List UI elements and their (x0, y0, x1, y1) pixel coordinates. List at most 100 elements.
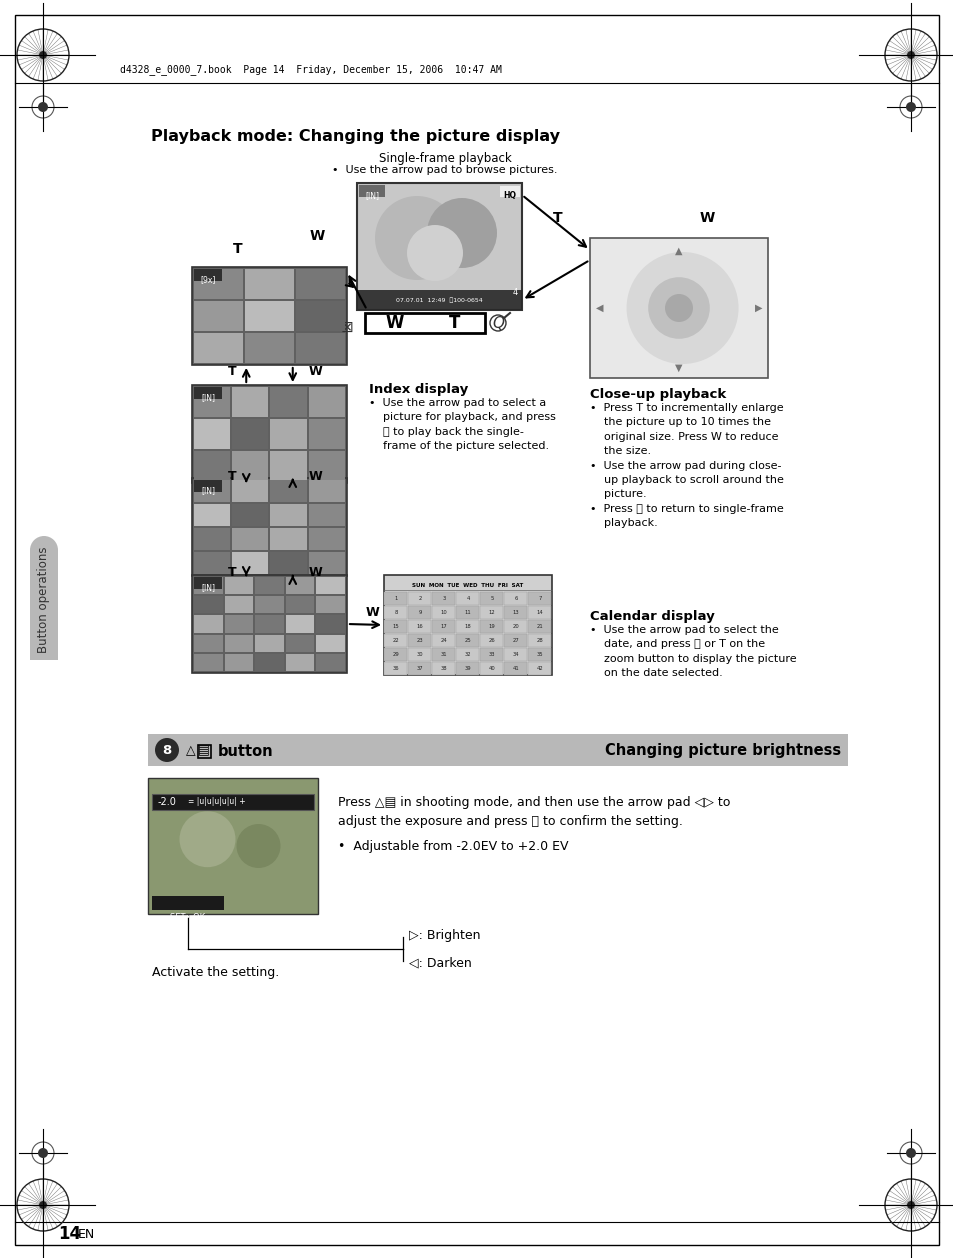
Bar (480, 591, 503, 605)
Bar (480, 662, 503, 674)
Circle shape (626, 252, 738, 364)
Bar (232, 452, 268, 481)
Bar (271, 528, 307, 550)
Text: [IN]: [IN] (201, 392, 214, 403)
Text: 22: 22 (393, 638, 399, 643)
Text: [9x]: [9x] (200, 276, 215, 284)
Text: = |u|u|u|u|u| +: = |u|u|u|u|u| + (188, 798, 245, 806)
Bar (286, 634, 314, 652)
Bar (384, 662, 407, 674)
Text: T: T (553, 211, 562, 225)
Text: 21: 21 (536, 624, 543, 629)
Text: 31: 31 (440, 652, 447, 657)
Text: 20: 20 (512, 624, 518, 629)
Circle shape (427, 198, 497, 268)
Bar (295, 333, 345, 364)
Bar (504, 662, 527, 674)
Bar (384, 634, 407, 647)
Bar (309, 552, 345, 574)
Bar (193, 528, 230, 550)
Bar (224, 596, 253, 614)
Bar (528, 648, 551, 660)
Bar (358, 185, 385, 198)
Bar (192, 267, 347, 365)
Text: 40: 40 (488, 665, 495, 671)
Bar (193, 269, 222, 281)
Text: 33: 33 (488, 652, 495, 657)
Bar (384, 575, 552, 676)
Bar (245, 301, 294, 331)
Text: W: W (308, 470, 322, 483)
Text: 18: 18 (464, 624, 471, 629)
Text: Calendar display: Calendar display (589, 610, 714, 623)
Bar (316, 596, 345, 614)
Bar (193, 452, 230, 481)
Bar (193, 387, 230, 416)
Text: 4: 4 (512, 288, 517, 297)
Text: -2.0: -2.0 (158, 798, 176, 806)
Bar (286, 596, 314, 614)
Bar (295, 301, 345, 331)
Circle shape (906, 52, 914, 59)
Bar (255, 596, 283, 614)
Text: 07.07.01  12:49  ⎕100-0654: 07.07.01 12:49 ⎕100-0654 (395, 297, 482, 303)
Bar (245, 333, 294, 364)
Bar (193, 387, 222, 399)
Bar (148, 733, 847, 766)
Bar (408, 619, 431, 633)
Text: Playback mode: Changing the picture display: Playback mode: Changing the picture disp… (151, 130, 559, 143)
Text: T: T (227, 566, 235, 579)
Text: Single-frame playback: Single-frame playback (378, 152, 511, 165)
Bar (432, 605, 455, 619)
Circle shape (905, 1149, 915, 1159)
Circle shape (664, 294, 692, 322)
Bar (271, 552, 307, 574)
Bar (192, 575, 347, 673)
Bar (504, 605, 527, 619)
Text: 37: 37 (416, 665, 423, 671)
Text: ▤: ▤ (198, 745, 210, 757)
Text: [IN]: [IN] (201, 582, 214, 593)
Text: W: W (308, 365, 322, 377)
Bar (192, 385, 347, 483)
Bar (432, 619, 455, 633)
Bar (224, 615, 253, 633)
Bar (480, 648, 503, 660)
Bar (232, 481, 268, 502)
Circle shape (905, 102, 915, 112)
Bar (309, 452, 345, 481)
Bar (384, 605, 407, 619)
Text: ▲: ▲ (675, 247, 682, 255)
Bar (193, 615, 222, 633)
Text: •  Adjustable from -2.0EV to +2.0 EV: • Adjustable from -2.0EV to +2.0 EV (337, 840, 568, 853)
Bar (193, 481, 230, 502)
Bar (456, 634, 479, 647)
Bar (224, 577, 253, 594)
Text: •  Press T to incrementally enlarge
    the picture up to 10 times the
    origi: • Press T to incrementally enlarge the p… (589, 403, 783, 528)
Bar (245, 269, 294, 299)
Text: 42: 42 (536, 665, 543, 671)
Text: 4: 4 (466, 595, 469, 600)
Bar (432, 662, 455, 674)
Circle shape (179, 811, 235, 867)
Bar (480, 634, 503, 647)
Bar (408, 648, 431, 660)
Text: W: W (366, 606, 379, 619)
Text: 14: 14 (58, 1225, 81, 1243)
Bar (295, 269, 345, 299)
Bar (408, 591, 431, 605)
Text: 32: 32 (464, 652, 471, 657)
Bar (255, 654, 283, 671)
Text: 11: 11 (464, 609, 471, 614)
Bar (384, 619, 407, 633)
Text: 1: 1 (394, 595, 397, 600)
Text: T: T (449, 314, 460, 332)
Circle shape (906, 1201, 914, 1209)
Text: Changing picture brightness: Changing picture brightness (604, 743, 841, 759)
Bar (309, 419, 345, 449)
Bar (432, 648, 455, 660)
Bar (193, 596, 222, 614)
Bar (316, 615, 345, 633)
Bar (456, 662, 479, 674)
Text: 14: 14 (536, 609, 543, 614)
